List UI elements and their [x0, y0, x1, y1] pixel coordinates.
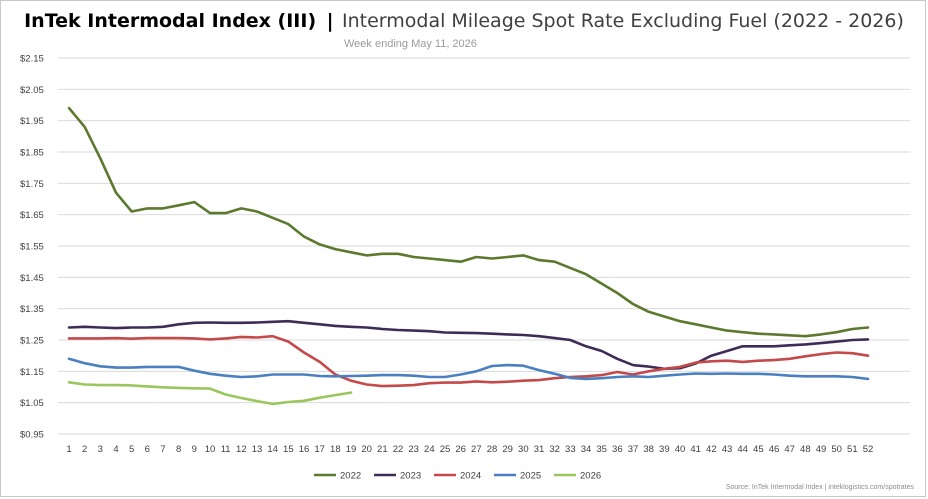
x-tick-label: 32 — [549, 444, 560, 455]
x-tick-label: 43 — [722, 444, 733, 455]
x-tick-label: 49 — [816, 444, 827, 455]
title-separator: | — [326, 10, 334, 32]
y-tick-label: $2.15 — [20, 54, 44, 65]
x-tick-label: 31 — [534, 444, 545, 455]
x-tick-label: 18 — [330, 444, 341, 455]
x-tick-label: 4 — [113, 444, 118, 455]
x-tick-label: 52 — [863, 444, 874, 455]
x-tick-label: 5 — [129, 444, 134, 455]
x-tick-label: 19 — [346, 444, 357, 455]
x-tick-label: 26 — [455, 444, 466, 455]
y-tick-label: $1.45 — [20, 273, 44, 284]
x-tick-label: 46 — [769, 444, 780, 455]
y-tick-label: $1.75 — [20, 179, 44, 190]
legend-label-2022: 2022 — [340, 471, 361, 482]
x-tick-label: 13 — [252, 444, 263, 455]
series-line-2026 — [67, 380, 353, 406]
x-tick-label: 50 — [831, 444, 842, 455]
x-tick-label: 29 — [502, 444, 513, 455]
series-line-2022 — [67, 106, 870, 338]
x-tick-label: 41 — [690, 444, 701, 455]
x-tick-label: 15 — [283, 444, 294, 455]
y-axis-ticks: $0.95 $1.05 $1.15 $1.25 $1.35 $1.45 $1.55 $1.65… — [20, 54, 44, 441]
x-tick-label: 1 — [66, 444, 71, 455]
x-tick-label: 36 — [612, 444, 623, 455]
y-tick-label: $1.55 — [20, 242, 44, 253]
y-tick-label: $1.05 — [20, 398, 44, 409]
x-tick-label: 24 — [424, 444, 435, 455]
x-tick-label: 42 — [706, 444, 717, 455]
x-tick-label: 12 — [236, 444, 247, 455]
x-tick-label: 9 — [192, 444, 197, 455]
y-tick-label: $1.15 — [20, 367, 44, 378]
x-tick-label: 25 — [440, 444, 451, 455]
series-line-2023 — [67, 319, 870, 371]
legend-label-2023: 2023 — [400, 471, 421, 482]
x-tick-label: 38 — [643, 444, 654, 455]
x-tick-label: 47 — [784, 444, 795, 455]
x-tick-label: 40 — [675, 444, 686, 455]
title-sub: Intermodal Mileage Spot Rate Excluding F… — [342, 10, 904, 32]
x-axis-ticks: 1 2 3 4 5 6 7 8 9 10 11 12 13 14 15 16 17 18 19 20 21 22 23 24 2… — [66, 444, 873, 455]
x-tick-label: 21 — [377, 444, 388, 455]
series-line-2025 — [67, 357, 870, 381]
x-tick-label: 28 — [487, 444, 498, 455]
legend-label-2026: 2026 — [580, 471, 601, 482]
y-tick-label: $1.25 — [20, 336, 44, 347]
x-tick-label: 27 — [471, 444, 482, 455]
x-tick-label: 34 — [581, 444, 592, 455]
x-tick-label: 45 — [753, 444, 764, 455]
x-tick-label: 6 — [145, 444, 150, 455]
x-tick-label: 23 — [408, 444, 419, 455]
source-note: Source: InTek Intermodal Index | inteklo… — [725, 484, 914, 491]
chart-subtitle: Week ending May 11, 2026 — [344, 38, 477, 50]
y-tick-label: $0.95 — [20, 430, 44, 441]
x-tick-label: 8 — [176, 444, 181, 455]
series-line-2024 — [67, 334, 870, 388]
legend-label-2024: 2024 — [460, 471, 481, 482]
x-tick-label: 17 — [314, 444, 325, 455]
y-tick-label: $1.95 — [20, 116, 44, 127]
series-lines — [67, 106, 870, 406]
x-tick-label: 16 — [299, 444, 310, 455]
x-tick-label: 48 — [800, 444, 811, 455]
y-tick-label: $1.35 — [20, 304, 44, 315]
x-tick-label: 2 — [82, 444, 87, 455]
x-tick-label: 11 — [221, 444, 231, 455]
y-tick-label: $1.65 — [20, 210, 44, 221]
x-tick-label: 3 — [98, 444, 103, 455]
x-tick-label: 10 — [205, 444, 216, 455]
grid-lines — [58, 57, 910, 435]
x-tick-label: 22 — [393, 444, 404, 455]
x-tick-label: 20 — [361, 444, 372, 455]
x-tick-label: 33 — [565, 444, 576, 455]
x-tick-label: 14 — [267, 444, 278, 455]
x-tick-label: 7 — [160, 444, 165, 455]
x-tick-label: 44 — [737, 444, 748, 455]
x-tick-label: 51 — [847, 444, 858, 455]
legend-label-2025: 2025 — [520, 471, 541, 482]
x-tick-label: 35 — [596, 444, 607, 455]
x-tick-label: 39 — [659, 444, 670, 455]
legend: 2022 2023 2024 2025 2026 — [314, 471, 601, 482]
y-tick-label: $2.05 — [20, 85, 44, 96]
x-tick-label: 30 — [518, 444, 529, 455]
chart-title: InTek Intermodal Index (III) | Intermoda… — [0, 10, 928, 32]
title-main: InTek Intermodal Index (III) — [24, 10, 317, 32]
y-tick-label: $1.85 — [20, 148, 44, 159]
x-tick-label: 37 — [628, 444, 639, 455]
